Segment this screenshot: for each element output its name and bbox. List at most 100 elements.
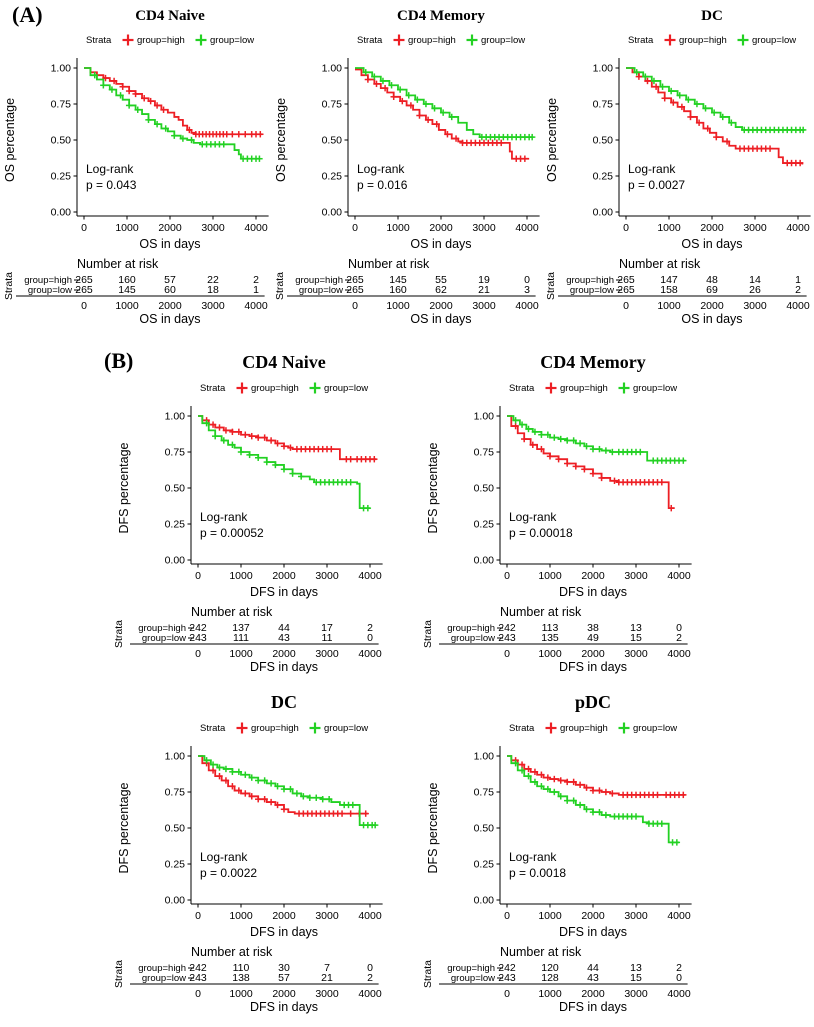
censor-icon bbox=[799, 126, 807, 134]
risk-strata-axis-label: Strata bbox=[545, 272, 557, 300]
censor-icon bbox=[132, 90, 139, 98]
censor-icon bbox=[235, 131, 242, 138]
legend-low-marker-icon bbox=[309, 722, 321, 734]
km-panel-pdc-dfs: pDC Strata group=high group=low 1.00 0.75 0.50… bbox=[397, 690, 727, 1027]
legend-strata-label: Strata bbox=[509, 383, 535, 394]
censor-icon bbox=[313, 794, 320, 801]
risk-x-tick-label: 0 bbox=[352, 300, 358, 312]
censor-icon bbox=[596, 808, 603, 816]
legend-low-marker-icon bbox=[618, 382, 630, 394]
x-tick-label: 2000 bbox=[581, 910, 605, 922]
x-tick-label: 3000 bbox=[624, 910, 648, 922]
x-tick-label: 1000 bbox=[538, 910, 562, 922]
risk-x-tick-label: 4000 bbox=[358, 648, 382, 660]
risk-table-header: Number at risk bbox=[191, 605, 273, 619]
risk-x-axis-label: DFS in days bbox=[250, 1000, 318, 1014]
logrank-label: Log-rank bbox=[200, 850, 248, 864]
risk-count: 137 bbox=[232, 622, 250, 634]
censor-icon bbox=[274, 440, 281, 447]
axes bbox=[615, 58, 811, 220]
y-tick-label: 0.00 bbox=[593, 207, 614, 219]
risk-count: 18 bbox=[207, 284, 219, 296]
risk-row-label: group=high bbox=[295, 275, 343, 286]
censor-icon bbox=[229, 131, 236, 138]
risk-count: 57 bbox=[164, 274, 176, 286]
chart-title: DC bbox=[701, 8, 723, 24]
risk-row-label: group=high bbox=[566, 275, 614, 286]
legend-low-label: group=low bbox=[210, 35, 254, 46]
censor-icon bbox=[424, 116, 432, 124]
censor-icon bbox=[598, 474, 605, 482]
censor-marks-group=low bbox=[91, 72, 263, 162]
risk-count: 158 bbox=[660, 284, 678, 296]
censor-icon bbox=[654, 791, 661, 799]
risk-row-label: group=low bbox=[299, 285, 343, 296]
censor-icon bbox=[555, 456, 562, 463]
risk-count: 13 bbox=[630, 622, 642, 634]
y-tick-label: 1.00 bbox=[474, 751, 495, 763]
censor-icon bbox=[347, 810, 354, 817]
censor-icon bbox=[658, 820, 665, 827]
legend-high-label: group=high bbox=[679, 35, 727, 46]
censor-icon bbox=[257, 131, 264, 138]
risk-count: 2 bbox=[253, 274, 259, 286]
censor-icon bbox=[362, 810, 369, 817]
legend-strata-label: Strata bbox=[509, 723, 535, 734]
censor-icon bbox=[298, 473, 305, 480]
censor-icon bbox=[255, 796, 262, 803]
x-tick-label: 1000 bbox=[386, 222, 410, 234]
x-tick-label: 4000 bbox=[515, 222, 539, 234]
censor-icon bbox=[659, 83, 666, 90]
legend-high-marker-icon bbox=[122, 34, 134, 46]
censor-icon bbox=[576, 440, 584, 447]
censor-icon bbox=[518, 421, 526, 428]
censor-icon bbox=[222, 427, 230, 434]
y-axis-label: OS percentage bbox=[274, 98, 288, 182]
logrank-label: Log-rank bbox=[86, 162, 134, 176]
censor-icon bbox=[642, 73, 649, 80]
censor-marks-group=low bbox=[203, 757, 379, 829]
logrank-label: Log-rank bbox=[357, 162, 405, 176]
censor-icon bbox=[538, 783, 545, 790]
km-panel-cd4-naive-dfs: CD4 Naive Strata group=high group=low 1.00 0.… bbox=[88, 350, 418, 687]
censor-icon bbox=[248, 793, 255, 800]
censor-icon bbox=[248, 774, 255, 781]
censor-icon bbox=[525, 425, 532, 433]
risk-count: 44 bbox=[278, 622, 290, 634]
censor-icon bbox=[328, 445, 335, 453]
censor-icon bbox=[564, 460, 571, 467]
x-tick-label: 1000 bbox=[115, 222, 139, 234]
censor-icon bbox=[171, 132, 178, 139]
censor-icon bbox=[147, 97, 154, 105]
censor-icon bbox=[557, 435, 564, 443]
censor-icon bbox=[179, 135, 187, 142]
risk-strata-axis-label: Strata bbox=[422, 960, 434, 988]
censor-icon bbox=[644, 77, 651, 85]
x-tick-label: 4000 bbox=[358, 570, 382, 582]
risk-count: 243 bbox=[498, 632, 516, 644]
censor-icon bbox=[414, 96, 421, 103]
risk-count: 17 bbox=[321, 622, 333, 634]
risk-count: 243 bbox=[189, 632, 207, 644]
censor-icon bbox=[557, 793, 564, 800]
censor-icon bbox=[658, 479, 665, 486]
risk-x-tick-label: 4000 bbox=[358, 988, 382, 1000]
censor-icon bbox=[589, 445, 597, 453]
risk-count: 2 bbox=[367, 622, 373, 634]
km-panel-dc-os: DC Strata group=high group=low 1.00 0.75 0.50 0… bbox=[542, 2, 814, 339]
censor-icon bbox=[371, 821, 379, 829]
risk-table-header: Number at risk bbox=[500, 945, 582, 959]
risk-x-tick-label: 0 bbox=[504, 988, 510, 1000]
censor-icon bbox=[203, 420, 210, 427]
y-tick-label: 0.25 bbox=[474, 519, 495, 531]
km-panel-dc-dfs: DC Strata group=high group=low 1.00 0.75 0.50 0… bbox=[88, 690, 418, 1027]
x-axis-label: DFS in days bbox=[559, 585, 627, 599]
risk-count: 1 bbox=[253, 284, 259, 296]
risk-row-label: group=high bbox=[24, 275, 72, 286]
censor-icon bbox=[242, 771, 249, 778]
censor-icon bbox=[216, 764, 223, 771]
censor-icon bbox=[256, 155, 263, 162]
risk-count: 160 bbox=[389, 284, 407, 296]
legend-strata-label: Strata bbox=[200, 383, 226, 394]
